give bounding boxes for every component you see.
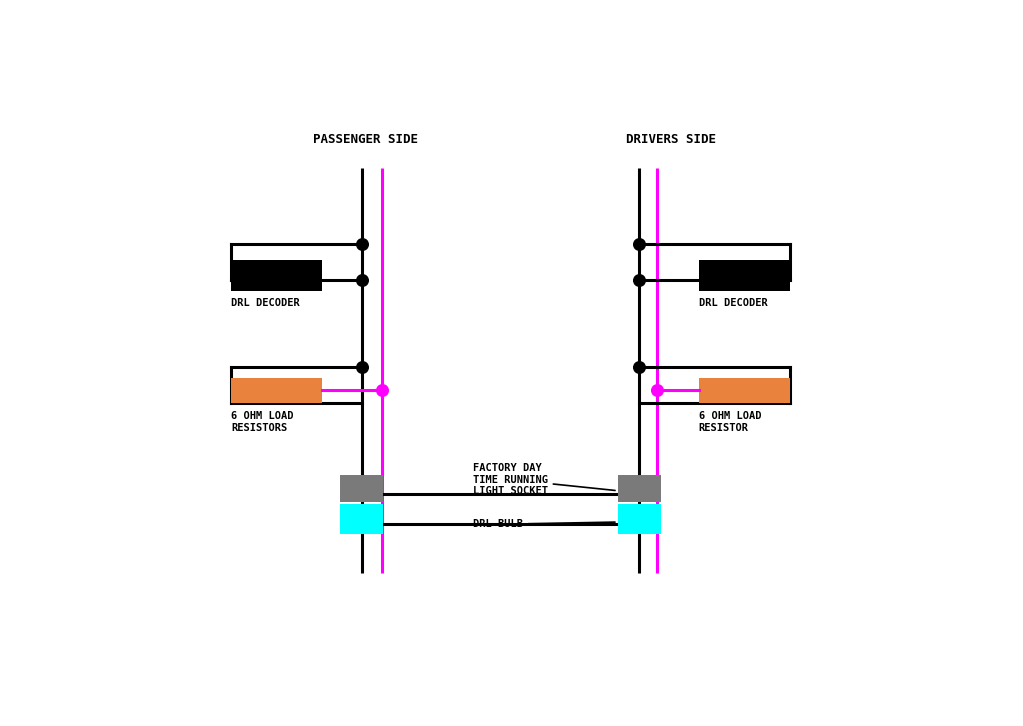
Point	[631, 361, 648, 372]
Text: DRIVERS SIDE: DRIVERS SIDE	[626, 133, 716, 146]
Bar	[699, 261, 790, 291]
Point	[354, 274, 370, 286]
Point	[650, 384, 666, 396]
Text: 6 OHM LOAD
RESISTORS: 6 OHM LOAD RESISTORS	[231, 412, 294, 433]
Bar	[231, 261, 322, 291]
Bar	[699, 378, 790, 403]
Point	[354, 361, 370, 372]
Point	[373, 384, 390, 396]
Point	[354, 238, 370, 250]
Text: 6 OHM LOAD
RESISTOR: 6 OHM LOAD RESISTOR	[699, 412, 761, 433]
Text: FACTORY DAY
TIME RUNNING
LIGHT SOCKET: FACTORY DAY TIME RUNNING LIGHT SOCKET	[473, 463, 615, 496]
Point	[631, 238, 648, 250]
Bar	[618, 504, 661, 534]
Point	[631, 274, 648, 286]
Bar	[231, 378, 322, 403]
Text: DRL BULB: DRL BULB	[473, 519, 615, 529]
Bar	[341, 504, 384, 534]
Text: DRL DECODER: DRL DECODER	[231, 298, 300, 309]
Text: DRL DECODER: DRL DECODER	[699, 298, 767, 309]
Text: PASSENGER SIDE: PASSENGER SIDE	[313, 133, 418, 146]
Bar	[341, 475, 384, 502]
Bar	[618, 475, 661, 502]
